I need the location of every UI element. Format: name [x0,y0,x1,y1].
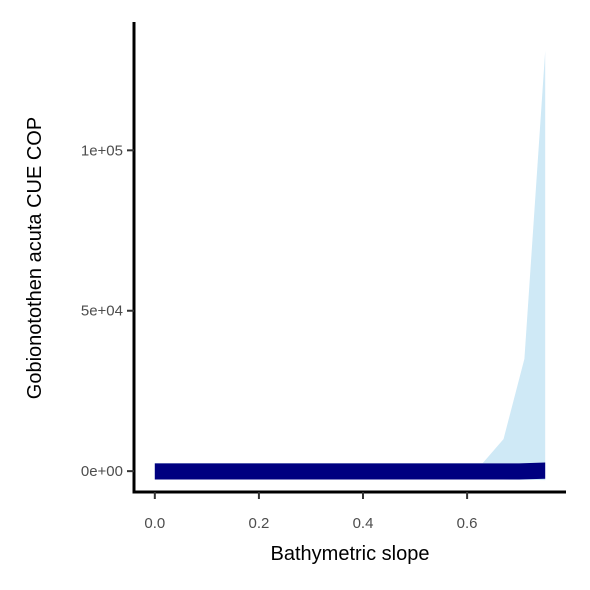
x-tick-label: 0.0 [144,515,165,532]
x-tick-label: 0.6 [457,515,478,532]
y-ticks: 0e+00 5e+04 1e+05 [81,142,134,480]
x-axis-title: Bathymetric slope [271,543,430,565]
y-tick-label: 1e+05 [81,142,123,159]
ribbon-0 [154,50,546,481]
ribbon-1 [154,462,546,480]
y-axis-title: Gobionotothen acuta CUE COP [24,117,46,399]
y-tick-label: 5e+04 [81,303,123,320]
ribbons [154,50,546,481]
x-tick-label: 0.4 [353,515,374,532]
x-ticks: 0.0 0.2 0.4 0.6 [144,492,478,532]
x-tick-label: 0.2 [248,515,269,532]
y-tick-label: 0e+00 [81,463,123,480]
